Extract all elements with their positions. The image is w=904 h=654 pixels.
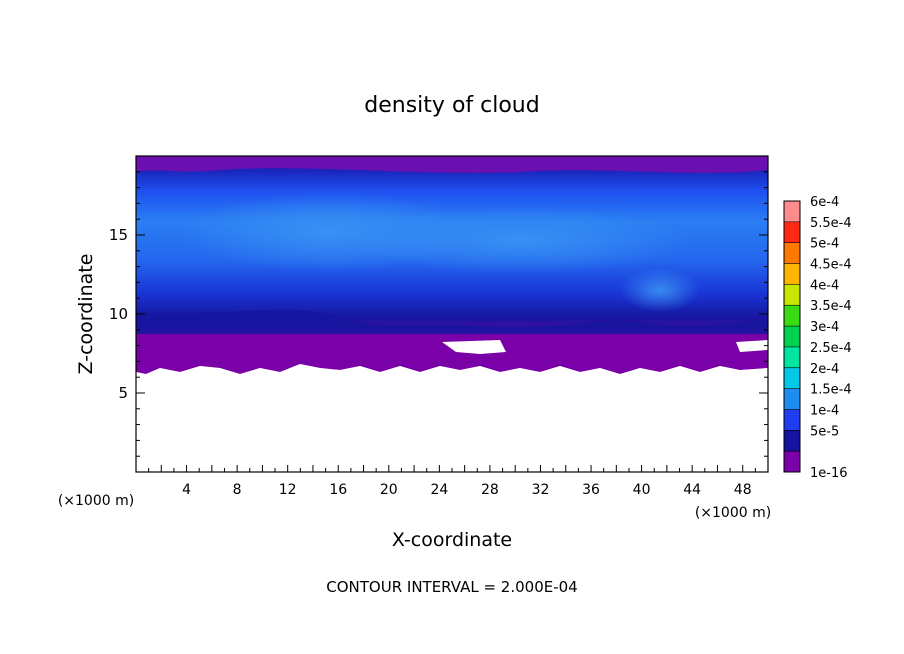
x-axis-title: X-coordinate [392, 529, 512, 551]
colorbar-label: 1.5e-4 [810, 383, 852, 398]
x-tick-label: 44 [683, 482, 701, 498]
x-unit-right: (×1000 m) [695, 505, 771, 521]
x-tick-label: 12 [279, 482, 297, 498]
y-axis-title: Z-coordinate [75, 254, 97, 375]
colorbar-label: 4e-4 [810, 278, 839, 293]
colorbar-label: 1e-4 [810, 403, 839, 418]
colorbar-swatch [784, 409, 800, 431]
colorbar-label: 3e-4 [810, 320, 839, 335]
colorbar-label: 3.5e-4 [810, 299, 852, 314]
x-tick-label: 20 [380, 482, 398, 498]
contour-interval-label: CONTOUR INTERVAL = 2.000E-04 [326, 578, 577, 596]
colorbar-label: 6e-4 [810, 195, 839, 210]
y-tick-label: 5 [118, 384, 128, 402]
x-tick-label: 8 [233, 482, 242, 498]
x-unit-left: (×1000 m) [58, 493, 134, 509]
colorbar-swatch [784, 305, 800, 327]
clear-patch-1 [442, 340, 506, 354]
colorbar-label: 4.5e-4 [810, 258, 852, 273]
colorbar-label: 2.5e-4 [810, 341, 852, 356]
x-tick-label: 40 [633, 482, 651, 498]
colorbar-swatch [784, 451, 800, 472]
colorbar-swatch [784, 284, 800, 306]
y-axis: 5 10 15 [109, 171, 768, 457]
x-tick-label: 24 [430, 482, 448, 498]
colorbar-swatch [784, 242, 800, 264]
y-tick-label: 15 [109, 226, 128, 244]
x-tick-label: 32 [532, 482, 550, 498]
colorbar-swatch [784, 221, 800, 243]
colorbar-swatch [784, 430, 800, 452]
x-tick-label: 4 [182, 482, 191, 498]
x-tick-label: 16 [329, 482, 347, 498]
colorbar-swatch [784, 263, 800, 285]
cloud-base-band [136, 330, 768, 374]
y-tick-label: 10 [109, 305, 128, 323]
colorbar-label: 1e-16 [810, 466, 848, 481]
colorbar-swatch [784, 201, 800, 222]
cloud-core-3 [620, 268, 700, 312]
cloud-top-edge [136, 156, 768, 173]
colorbar-label: 5e-5 [810, 424, 839, 439]
colorbar-swatch [784, 388, 800, 410]
clear-area [136, 364, 768, 472]
colorbar-swatch [784, 346, 800, 368]
clear-patch-2 [736, 340, 768, 352]
colorbar-swatch [784, 326, 800, 347]
colorbar-label: 2e-4 [810, 362, 839, 377]
x-tick-label: 28 [481, 482, 499, 498]
plot-area [136, 156, 768, 472]
colorbar-label: 5.5e-4 [810, 216, 852, 231]
chart-title: density of cloud [364, 93, 539, 118]
colorbar: 1e-16 5e-5 1e-4 1.5e-4 2e-4 2.5e-4 3e-4 3.5e-4 4… [783, 195, 852, 481]
cloud-core-2 [350, 206, 690, 274]
x-axis: 4 8 12 16 20 24 28 32 36 40 44 48 [148, 465, 756, 498]
colorbar-swatch [784, 367, 800, 389]
colorbar-label: 5e-4 [810, 237, 839, 252]
x-tick-label: 48 [734, 482, 752, 498]
transition-band [136, 309, 768, 334]
x-tick-label: 36 [582, 482, 600, 498]
